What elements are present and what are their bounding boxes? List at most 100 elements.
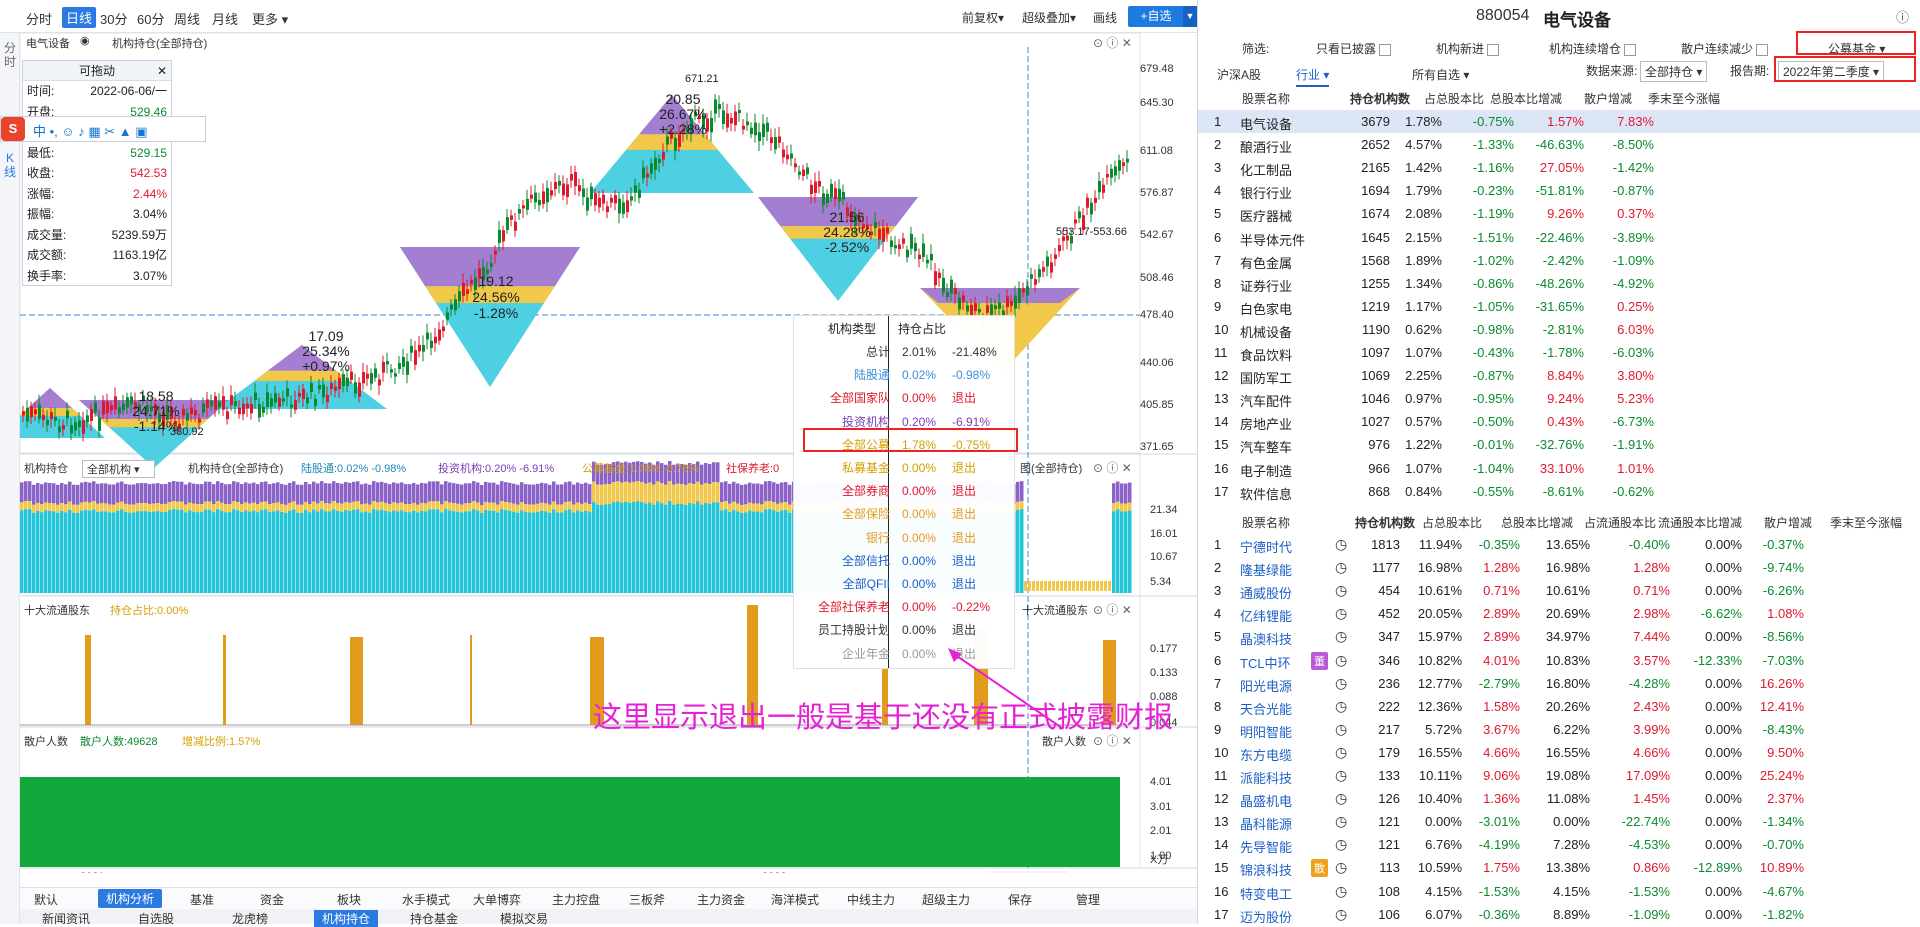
- stock-name-link[interactable]: 先导智能: [1240, 840, 1293, 856]
- table2-header[interactable]: 占流通股本比: [1584, 516, 1657, 530]
- table2-row[interactable]: 3 通威股份 ◷ 454 10.61% 0.71% 10.61% 0.71% 0.00% -6.2…: [1198, 579, 1920, 602]
- info-tab[interactable]: 机构持仓: [314, 910, 379, 927]
- period-tab-weekly[interactable]: 周线: [174, 12, 201, 27]
- stock-name-link[interactable]: 晶澳科技: [1240, 632, 1293, 648]
- overlay-dropdown[interactable]: 超级叠加▾: [1022, 11, 1077, 25]
- table1-header[interactable]: 股票名称: [1242, 92, 1291, 106]
- table2-row[interactable]: 4 亿纬锂能 ◷ 452 20.05% 2.89% 20.69% 2.98% -6.62% 1.0…: [1198, 602, 1920, 625]
- filter-inst-increase[interactable]: 机构连续增仓: [1549, 40, 1637, 57]
- indicator-tab[interactable]: 海洋模式: [771, 893, 820, 907]
- stock-name-link[interactable]: 宁德时代: [1240, 540, 1293, 555]
- history-clock-icon[interactable]: ◷: [1335, 651, 1348, 668]
- table1-row[interactable]: 16 电子制造 966 1.07% -1.04% 33.10% 1.01%: [1198, 457, 1920, 480]
- price-info-box[interactable]: 可拖动✕ 时间:2022-06-06/一开盘:529.46最高:542.54最低…: [22, 60, 172, 286]
- table1-row[interactable]: 17 软件信息 868 0.84% -0.55% -8.61% -0.62%: [1198, 480, 1920, 503]
- indicator-tab[interactable]: 管理: [1076, 893, 1101, 907]
- stock-name-link[interactable]: 派能科技: [1240, 771, 1293, 786]
- table1-row[interactable]: 13 汽车配件 1046 0.97% -0.95% 9.24% 5.23%: [1198, 387, 1920, 410]
- indicator-tab[interactable]: 水手模式: [402, 893, 451, 907]
- table2-row[interactable]: 6 TCL中环 董 ◷ 346 10.82% 4.01% 10.83% 3.57% -12.33%…: [1198, 649, 1920, 672]
- period-tab-monthly[interactable]: 月线: [212, 12, 239, 27]
- table2-row[interactable]: 8 天合光能 ◷ 222 12.36% 1.58% 20.26% 2.43% 0.00% 12.4…: [1198, 695, 1920, 718]
- table2-header[interactable]: 散户增减: [1764, 516, 1813, 530]
- table2-row[interactable]: 15 锦浪科技 散 ◷ 113 10.59% 1.75% 13.38% 0.86% -12.89%…: [1198, 856, 1920, 879]
- indicator-tab[interactable]: 大单博弈: [473, 893, 522, 907]
- table2-row[interactable]: 13 晶科能源 ◷ 121 0.00% -3.01% 0.00% -22.74% 0.00% -1…: [1198, 810, 1920, 833]
- add-watchlist-button[interactable]: +自选: [1128, 6, 1184, 27]
- table1-header[interactable]: 总股本比增减: [1490, 92, 1563, 106]
- stock-name-link[interactable]: 特变电工: [1240, 886, 1293, 902]
- close-icon[interactable]: ✕: [156, 64, 167, 78]
- indicator-tab[interactable]: 机构分析: [98, 889, 163, 908]
- table1-row[interactable]: 2 酿酒行业 2652 4.57% -1.33% -46.63% -8.50%: [1198, 133, 1920, 156]
- info-tab[interactable]: 龙虎榜: [232, 912, 269, 926]
- indicator-tab[interactable]: 板块: [337, 893, 362, 907]
- indicator-tab[interactable]: 主力控盘: [552, 893, 601, 907]
- history-clock-icon[interactable]: ◷: [1335, 905, 1348, 922]
- table2-header[interactable]: 总股本比增减: [1501, 516, 1574, 530]
- info-tab[interactable]: 模拟交易: [500, 912, 549, 926]
- table1-row[interactable]: 15 汽车整车 976 1.22% -0.01% -32.76% -1.91%: [1198, 433, 1920, 456]
- period-tab-30min[interactable]: 30分: [100, 12, 128, 27]
- fund-type-dropdown[interactable]: 公募基金 ▾: [1828, 42, 1886, 56]
- adjust-dropdown[interactable]: 前复权▾: [962, 11, 1005, 25]
- history-clock-icon[interactable]: ◷: [1335, 882, 1348, 899]
- table2-row[interactable]: 14 先导智能 ◷ 121 6.76% -4.19% 7.28% -4.53% 0.00% -0.…: [1198, 833, 1920, 856]
- table1-row[interactable]: 1 电气设备 3679 1.78% -0.75% 1.57% 7.83%: [1198, 110, 1920, 133]
- history-clock-icon[interactable]: ◷: [1335, 720, 1348, 737]
- table1-header[interactable]: 季末至今涨幅: [1648, 92, 1721, 106]
- filter-new-inst[interactable]: 机构新进: [1436, 40, 1500, 57]
- table2-row[interactable]: 9 明阳智能 ◷ 217 5.72% 3.67% 6.22% 3.99% 0.00% -8.43%: [1198, 718, 1920, 741]
- table1-header[interactable]: 散户增减: [1584, 92, 1633, 106]
- table2-row[interactable]: 16 特变电工 ◷ 108 4.15% -1.53% 4.15% -1.53% 0.00% -4.…: [1198, 880, 1920, 903]
- intraday-view-tab[interactable]: 分时: [3, 41, 16, 69]
- tab-hs-a[interactable]: 沪深A股: [1217, 68, 1262, 82]
- table1-row[interactable]: 6 半导体元件 1645 2.15% -1.51% -22.46% -3.89%: [1198, 226, 1920, 249]
- history-clock-icon[interactable]: ◷: [1335, 790, 1348, 807]
- help-icon[interactable]: ⓘ: [1896, 10, 1910, 25]
- indicator-tab[interactable]: 三板斧: [629, 893, 666, 907]
- history-clock-icon[interactable]: ◷: [1335, 674, 1348, 691]
- table1-row[interactable]: 14 房地产业 1027 0.57% -0.50% 0.43% -6.73%: [1198, 410, 1920, 433]
- retail-panel-controls[interactable]: ⊙ ⓘ ✕: [1093, 734, 1132, 748]
- period-tab-intraday[interactable]: 分时: [26, 12, 53, 27]
- table1-row[interactable]: 7 有色金属 1568 1.89% -1.02% -2.42% -1.09%: [1198, 249, 1920, 272]
- table1-row[interactable]: 4 银行行业 1694 1.79% -0.23% -51.81% -0.87%: [1198, 179, 1920, 202]
- history-clock-icon[interactable]: ◷: [1335, 559, 1348, 576]
- table1-row[interactable]: 9 白色家电 1219 1.17% -1.05% -31.65% 0.25%: [1198, 295, 1920, 318]
- table2-row[interactable]: 5 晶澳科技 ◷ 347 15.97% 2.89% 34.97% 7.44% 0.00% -8.5…: [1198, 625, 1920, 648]
- ime-chinese-mode[interactable]: 中 •, ☺ ♪ ▦ ✂ ▲ ▣: [33, 124, 148, 139]
- stock-name-link[interactable]: 迈为股份: [1240, 909, 1293, 925]
- indicator-tab[interactable]: 默认: [34, 893, 59, 907]
- stock-name-link[interactable]: 隆基绿能: [1240, 563, 1293, 579]
- table1-header[interactable]: 持仓机构数: [1350, 92, 1411, 106]
- info-tab[interactable]: 持仓基金: [410, 912, 459, 926]
- filter-disclosed[interactable]: 只看已披露: [1316, 40, 1392, 57]
- stock-name-link[interactable]: 通威股份: [1240, 586, 1293, 602]
- history-clock-icon[interactable]: ◷: [1335, 536, 1348, 552]
- ime-toolbar[interactable]: S 中 •, ☺ ♪ ▦ ✂ ▲ ▣: [0, 116, 206, 142]
- kline-title-dropdown[interactable]: ◉: [80, 35, 90, 47]
- period-tab-daily[interactable]: 日线: [62, 7, 97, 28]
- table1-row[interactable]: 5 医疗器械 1674 2.08% -1.19% 9.26% 0.37%: [1198, 202, 1920, 225]
- stock-name-link[interactable]: 东方电缆: [1240, 747, 1293, 763]
- filter-retail-decrease[interactable]: 散户连续减少: [1681, 40, 1769, 57]
- table2-row[interactable]: 1 宁德时代 ◷ 1813 11.94% -0.35% 13.65% -0.40% 0.00% -…: [1198, 533, 1920, 556]
- source-dropdown[interactable]: 全部持仓 ▾: [1640, 61, 1708, 82]
- stock-name-link[interactable]: 亿纬锂能: [1240, 609, 1293, 625]
- period-tab-60min[interactable]: 60分: [137, 12, 165, 27]
- table1-row[interactable]: 12 国防军工 1069 2.25% -0.87% 8.84% 3.80%: [1198, 364, 1920, 387]
- table2-header[interactable]: 持仓机构数: [1355, 516, 1416, 530]
- indicator-tab[interactable]: 中线主力: [847, 893, 896, 907]
- indicator-tab[interactable]: 资金: [260, 893, 285, 907]
- indicator-tab[interactable]: 保存: [1008, 893, 1033, 907]
- table2-row[interactable]: 2 隆基绿能 ◷ 1177 16.98% 1.28% 16.98% 1.28% 0.00% -9.…: [1198, 556, 1920, 579]
- history-clock-icon[interactable]: ◷: [1335, 859, 1348, 876]
- table1-row[interactable]: 11 食品饮料 1097 1.07% -0.43% -1.78% -6.03%: [1198, 341, 1920, 364]
- kline-view-tab[interactable]: K线: [3, 151, 16, 179]
- history-clock-icon[interactable]: ◷: [1335, 743, 1348, 760]
- stock-name-link[interactable]: TCL中环: [1240, 655, 1291, 671]
- stock-name-link[interactable]: 晶科能源: [1240, 817, 1293, 833]
- table2-row[interactable]: 12 晶盛机电 ◷ 126 10.40% 1.36% 11.08% 1.45% 0.00% 2.3…: [1198, 787, 1920, 810]
- stock-name-link[interactable]: 阳光电源: [1240, 678, 1293, 694]
